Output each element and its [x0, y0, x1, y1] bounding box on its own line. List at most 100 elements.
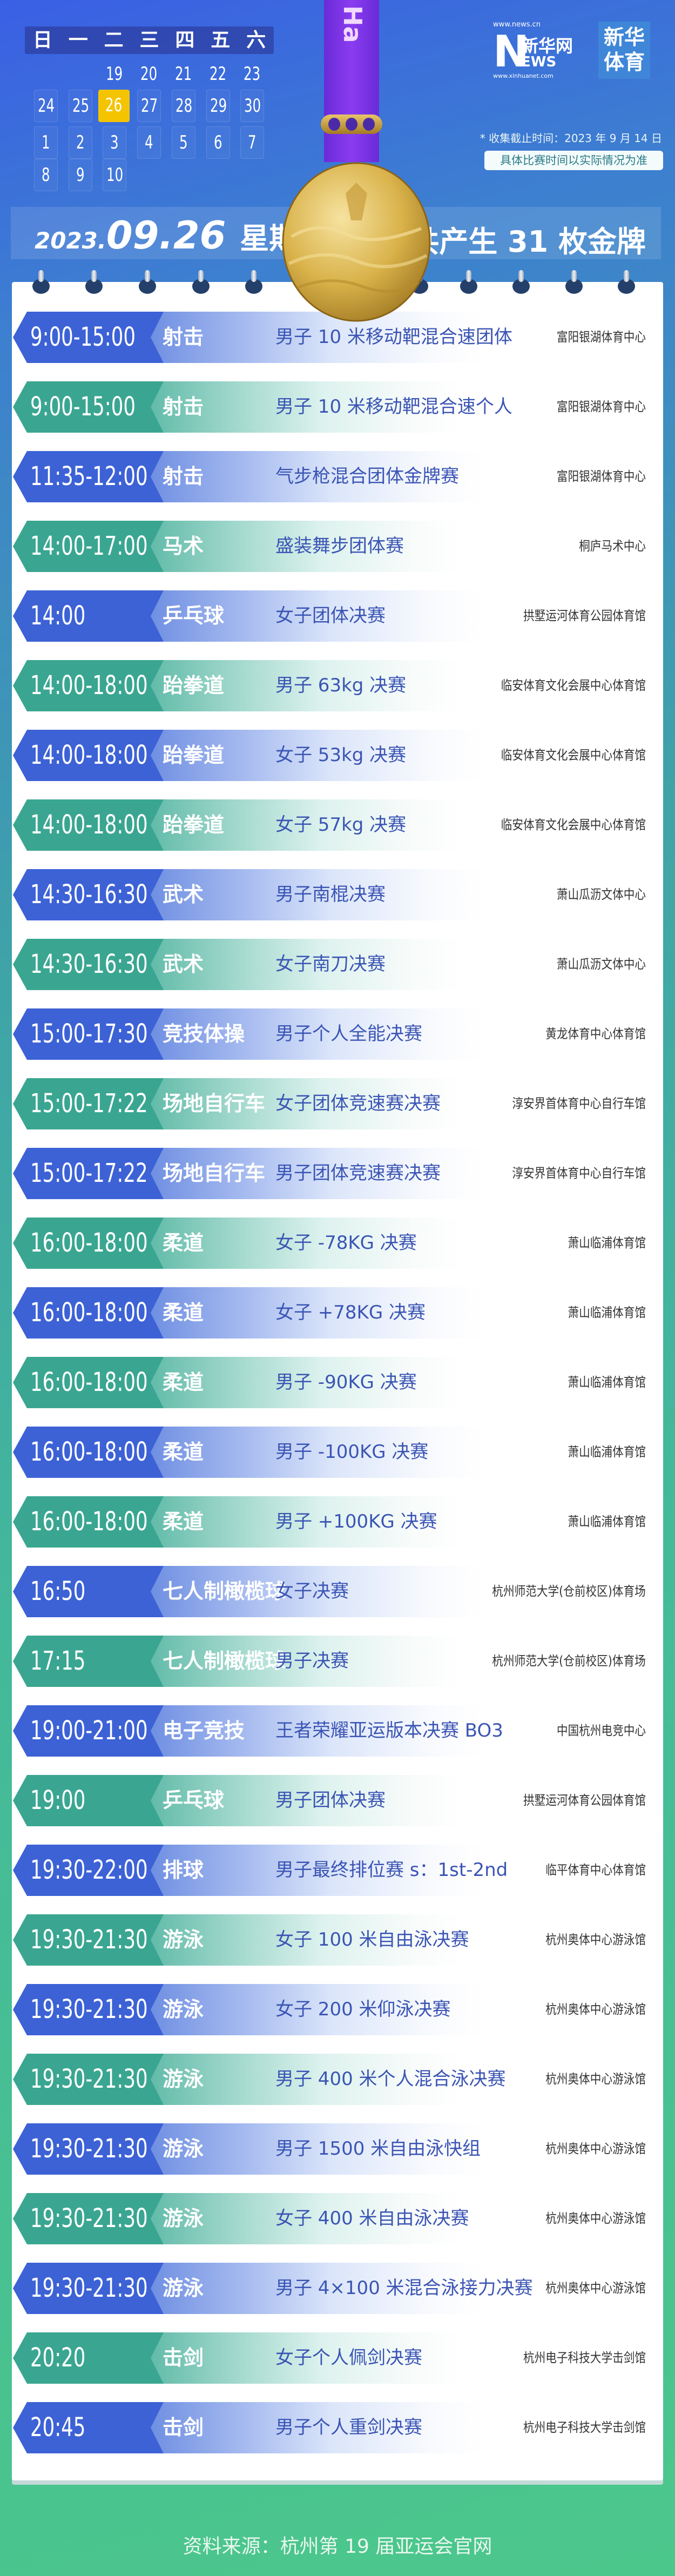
event-venue: 萧山临浦体育馆	[568, 1514, 646, 1529]
time-chevron	[13, 1357, 164, 1408]
event-sport: 场地自行车	[163, 1161, 266, 1185]
calendar-day-number: 29	[210, 95, 227, 117]
calendar-day[interactable]: 25	[69, 90, 92, 122]
event-name: 男子 +100KG 决赛	[275, 1511, 437, 1532]
event-time: 16:00-18:00	[30, 1506, 148, 1537]
sport-gradient	[151, 1357, 464, 1408]
weekday-label: 五	[211, 29, 231, 51]
event-sport: 七人制橄榄球	[163, 1579, 286, 1603]
calendar-day[interactable]: 3	[103, 126, 126, 159]
event-sport: 柔道	[163, 1510, 204, 1534]
event-venue: 拱墅运河体育公园体育馆	[523, 608, 646, 623]
event-venue: 杭州奥体中心游泳馆	[545, 2002, 646, 2017]
time-chevron	[13, 1078, 164, 1129]
event-name: 男子决赛	[275, 1650, 349, 1672]
binder-ring	[511, 270, 531, 294]
event-time: 20:20	[30, 2343, 86, 2373]
time-chevron	[13, 2332, 164, 2384]
time-chevron	[13, 1845, 164, 1896]
calendar-day[interactable]: 24	[34, 90, 58, 122]
event-row: 19:00-21:00 电子竞技 王者荣耀亚运版本决赛 BO3 中国杭州电竞中心	[13, 1705, 646, 1757]
event-venue: 淳安界首体育中心自行车馆	[512, 1166, 646, 1181]
calendar-day-selected[interactable]: 26	[98, 90, 130, 122]
calendar-day[interactable]: 23	[240, 58, 263, 90]
calendar-day[interactable]: 7	[240, 126, 264, 159]
event-time: 15:00-17:22	[30, 1088, 148, 1119]
sport-gradient	[151, 521, 464, 572]
time-chevron	[13, 1287, 164, 1339]
event-time: 19:30-21:30	[30, 2203, 148, 2234]
date-month-day: 09.26	[106, 213, 226, 258]
event-row: 19:30-21:30 游泳 男子 4×100 米混合泳接力决赛 杭州奥体中心游泳馆	[13, 2263, 646, 2314]
event-name: 女子 400 米自由泳决赛	[275, 2208, 469, 2229]
sport-gradient	[151, 451, 483, 502]
event-name: 男子 63kg 决赛	[275, 675, 407, 696]
medal-clasp	[321, 115, 382, 134]
event-name: 男子 1500 米自由泳快组	[275, 2138, 481, 2160]
calendar-day-number: 22	[210, 63, 227, 85]
calendar-day[interactable]: 21	[172, 58, 194, 90]
event-name: 盛装舞步团体赛	[275, 535, 404, 557]
calendar-day[interactable]: 20	[137, 58, 160, 90]
calendar-day[interactable]: 22	[206, 58, 229, 90]
calendar-day[interactable]: 10	[103, 159, 126, 191]
event-row: 11:35-12:00 射击 气步枪混合团体金牌赛 富阳银湖体育中心	[13, 451, 646, 502]
calendar-day[interactable]: 27	[137, 90, 161, 122]
event-row: 20:45 击剑 男子个人重剑决赛 杭州电子科技大学击剑馆	[13, 2402, 646, 2453]
calendar-day[interactable]: 2	[69, 126, 92, 159]
event-time: 16:00-18:00	[30, 1228, 148, 1258]
time-chevron	[13, 1148, 164, 1199]
binder-ring	[84, 270, 104, 294]
time-chevron	[13, 590, 164, 642]
sport-gradient	[151, 1427, 483, 1478]
event-row: 16:00-18:00 柔道 男子 -100KG 决赛 萧山临浦体育馆	[13, 1427, 646, 1478]
calendar-day[interactable]: 6	[206, 126, 230, 159]
calendar-day-number: 10	[106, 164, 124, 186]
event-name: 王者荣耀亚运版本决赛 BO3	[275, 1720, 503, 1741]
event-time: 9:00-15:00	[30, 392, 136, 422]
calendar-day[interactable]: 9	[69, 159, 92, 191]
calendar-day-number: 7	[248, 132, 256, 153]
event-name: 女子南刀决赛	[275, 953, 386, 975]
time-chevron	[13, 1914, 164, 1966]
calendar-day[interactable]: 8	[34, 159, 58, 191]
data-source: 资料来源：杭州第 19 届亚运会官网	[183, 2535, 492, 2558]
time-chevron	[13, 1636, 164, 1687]
calendar-day[interactable]: 30	[240, 90, 264, 122]
xinhuanet-logo: www.news.cn N 新华网 EWS www.xinhuanet.com	[493, 21, 585, 80]
event-sport: 射击	[163, 465, 204, 488]
event-name: 女子决赛	[275, 1580, 349, 1602]
event-venue: 杭州奥体中心游泳馆	[545, 2281, 646, 2296]
calendar-day[interactable]: 5	[172, 126, 195, 159]
event-venue: 临安体育文化会展中心体育馆	[501, 748, 646, 763]
event-time: 19:30-21:30	[30, 1925, 148, 1955]
event-venue: 杭州奥体中心游泳馆	[545, 1932, 646, 1947]
event-row: 19:30-21:30 游泳 男子 400 米个人混合泳决赛 杭州奥体中心游泳馆	[13, 2054, 646, 2105]
sport-gradient	[151, 2123, 483, 2175]
sport-gradient	[151, 1566, 483, 1617]
event-sport: 乒乓球	[163, 604, 225, 628]
event-time: 15:00-17:22	[30, 1158, 148, 1188]
gold-medal-image	[282, 162, 431, 322]
weekday-label: 四	[175, 29, 195, 51]
calendar-day[interactable]: 1	[34, 126, 58, 159]
calendar-day[interactable]: 28	[172, 90, 195, 122]
calendar-day[interactable]: 4	[137, 126, 161, 159]
event-venue: 桐庐马术中心	[579, 539, 646, 554]
event-name: 女子 +78KG 决赛	[275, 1302, 426, 1323]
sport-gradient	[151, 1008, 483, 1060]
event-time: 16:00-18:00	[30, 1297, 148, 1328]
sport-gradient	[151, 2402, 483, 2453]
calendar-day[interactable]: 29	[206, 90, 230, 122]
event-row: 15:00-17:22 场地自行车 女子团体竞速赛决赛 淳安界首体育中心自行车馆	[13, 1078, 646, 1129]
event-row: 19:30-21:30 游泳 男子 1500 米自由泳快组 杭州奥体中心游泳馆	[13, 2123, 646, 2175]
time-chevron	[13, 1496, 164, 1548]
event-time: 16:00-18:00	[30, 1367, 148, 1397]
sport-gradient	[151, 1775, 464, 1826]
calendar-day[interactable]: 19	[103, 58, 125, 90]
event-row: 16:00-18:00 柔道 女子 +78KG 决赛 萧山临浦体育馆	[13, 1287, 646, 1339]
event-row: 20:20 击剑 女子个人佩剑决赛 杭州电子科技大学击剑馆	[13, 2332, 646, 2384]
sport-gradient	[151, 590, 483, 642]
disclaimer-pill: 具体比赛时间以实际情况为准	[484, 151, 663, 170]
weekday-label: 日	[32, 29, 52, 51]
